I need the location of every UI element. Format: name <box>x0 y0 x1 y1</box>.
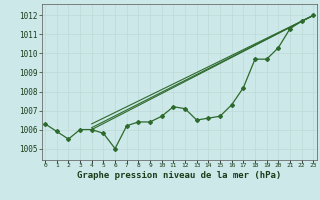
X-axis label: Graphe pression niveau de la mer (hPa): Graphe pression niveau de la mer (hPa) <box>77 171 281 180</box>
